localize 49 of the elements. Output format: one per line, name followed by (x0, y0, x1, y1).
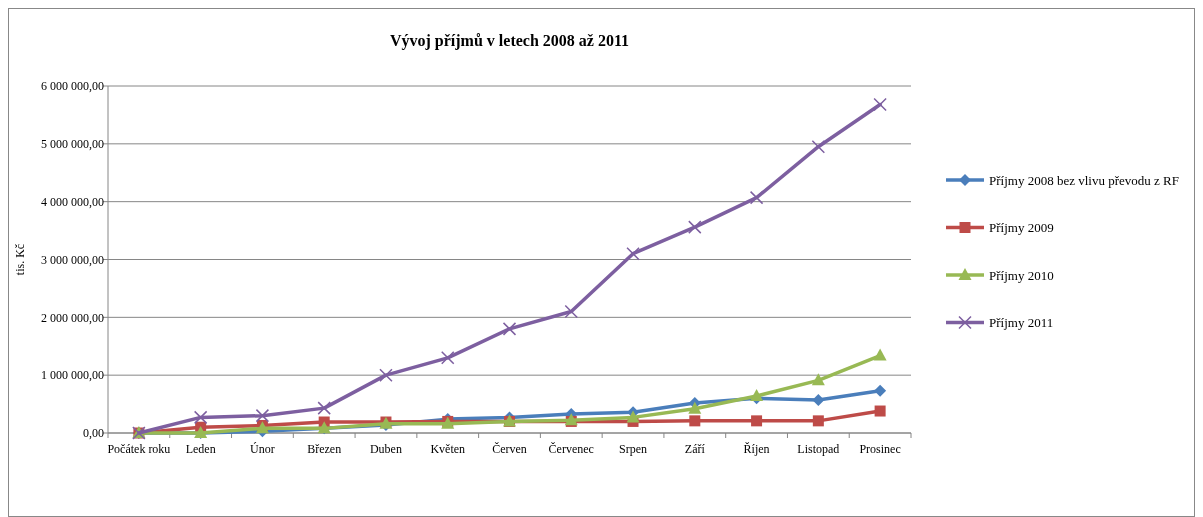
point (873, 97, 887, 112)
point (317, 401, 331, 415)
point (626, 246, 640, 261)
point (626, 410, 640, 423)
point (873, 348, 887, 361)
x-tick-label: Říjen (743, 442, 770, 456)
y-tick-label: 2 000 000,00 (41, 310, 104, 325)
x-tick-label: Červenec (548, 442, 594, 456)
point (688, 401, 702, 414)
legend-label: Příjmy 2009 (989, 220, 1054, 236)
point (688, 220, 702, 234)
y-tick-label: 0,00 (83, 426, 104, 441)
x-tick-label: Počátek roku (107, 442, 171, 456)
legend-label: Příjmy 2008 bez vlivu převodu z RF (989, 172, 1179, 188)
point (874, 384, 887, 397)
point (689, 415, 701, 427)
point (874, 405, 886, 417)
legend-label: Příjmy 2010 (989, 267, 1054, 283)
y-tick-label: 1 000 000,00 (41, 368, 104, 383)
point (564, 304, 579, 319)
x-tick-label: Leden (185, 442, 216, 456)
x-tick-label: Březen (307, 442, 342, 456)
y-tick-label: 6 000 000,00 (41, 79, 104, 94)
x-tick-label: Červen (492, 442, 527, 456)
point (812, 415, 824, 427)
point (379, 368, 393, 382)
x-tick-label: Únor (250, 442, 275, 456)
x-tick-label: Duben (369, 442, 402, 456)
x-tick-label: Listopad (797, 442, 840, 456)
point (502, 322, 517, 336)
x-tick-label: Květen (430, 442, 466, 456)
point (812, 394, 825, 407)
point (751, 415, 763, 427)
chart-title: Vývoj příjmů v letech 2008 až 2011 (389, 32, 630, 50)
point (811, 139, 826, 154)
y-axis-title: tis. Kč (13, 243, 27, 276)
legend-label: Příjmy 2011 (989, 315, 1054, 331)
y-tick-label: 3 000 000,00 (41, 252, 104, 267)
point (440, 351, 455, 365)
point (193, 410, 208, 425)
point (749, 190, 764, 205)
y-tick-label: 5 000 000,00 (41, 137, 104, 152)
x-tick-label: Září (684, 442, 706, 456)
x-tick-label: Prosinec (859, 442, 901, 456)
y-tick-label: 4 000 000,00 (41, 194, 104, 209)
point (811, 373, 825, 386)
point (750, 388, 764, 401)
point (255, 408, 270, 423)
x-tick-label: Srpen (619, 442, 648, 456)
